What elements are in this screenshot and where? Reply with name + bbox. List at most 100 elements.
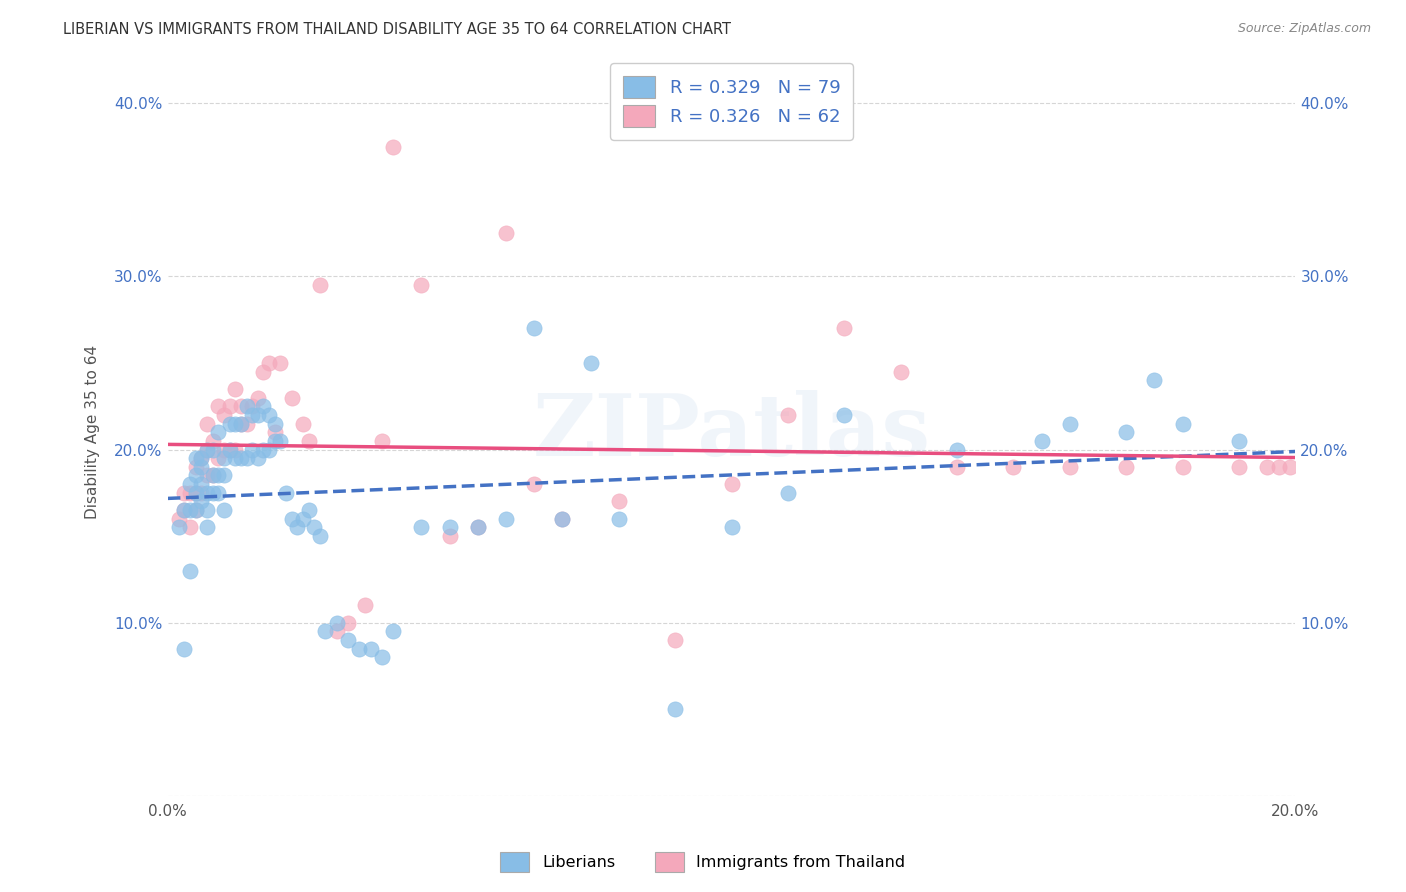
Point bbox=[291, 417, 314, 431]
Point bbox=[229, 451, 252, 466]
Point bbox=[257, 356, 280, 370]
Point bbox=[274, 485, 297, 500]
Point bbox=[263, 425, 285, 440]
Point bbox=[263, 434, 285, 448]
Point bbox=[195, 468, 218, 483]
Point bbox=[179, 477, 201, 491]
Point bbox=[218, 417, 240, 431]
Point bbox=[439, 520, 461, 534]
Point bbox=[207, 485, 229, 500]
Point bbox=[173, 641, 195, 656]
Point bbox=[218, 442, 240, 457]
Point bbox=[252, 399, 274, 413]
Point bbox=[252, 442, 274, 457]
Point bbox=[1143, 373, 1166, 387]
Point bbox=[382, 139, 405, 153]
Point bbox=[201, 485, 224, 500]
Point bbox=[218, 399, 240, 413]
Point bbox=[946, 442, 969, 457]
Point bbox=[495, 512, 517, 526]
Point bbox=[1059, 417, 1081, 431]
Point bbox=[1278, 459, 1301, 474]
Point bbox=[201, 468, 224, 483]
Point bbox=[1059, 459, 1081, 474]
Point bbox=[495, 226, 517, 240]
Point bbox=[184, 503, 207, 517]
Point bbox=[411, 278, 433, 293]
Point bbox=[195, 442, 218, 457]
Point bbox=[297, 434, 319, 448]
Point bbox=[195, 442, 218, 457]
Point bbox=[371, 650, 394, 665]
Point bbox=[664, 702, 686, 716]
Point bbox=[246, 391, 269, 405]
Point bbox=[212, 468, 235, 483]
Point bbox=[240, 399, 263, 413]
Point bbox=[1171, 459, 1194, 474]
Text: Source: ZipAtlas.com: Source: ZipAtlas.com bbox=[1237, 22, 1371, 36]
Point bbox=[551, 512, 574, 526]
Point bbox=[337, 632, 360, 647]
Point bbox=[523, 477, 546, 491]
Point bbox=[224, 382, 246, 396]
Point bbox=[280, 391, 302, 405]
Point bbox=[325, 624, 347, 639]
Point bbox=[195, 485, 218, 500]
Point bbox=[291, 512, 314, 526]
Point bbox=[184, 503, 207, 517]
Point bbox=[308, 278, 330, 293]
Point bbox=[890, 365, 912, 379]
Point bbox=[720, 520, 742, 534]
Point bbox=[207, 425, 229, 440]
Point bbox=[297, 503, 319, 517]
Point bbox=[1267, 459, 1289, 474]
Point bbox=[184, 485, 207, 500]
Point bbox=[1227, 434, 1250, 448]
Point bbox=[246, 451, 269, 466]
Point bbox=[224, 451, 246, 466]
Point bbox=[467, 520, 489, 534]
Point bbox=[207, 468, 229, 483]
Point bbox=[179, 485, 201, 500]
Point bbox=[240, 442, 263, 457]
Point bbox=[257, 442, 280, 457]
Point bbox=[349, 641, 371, 656]
Point bbox=[257, 408, 280, 422]
Point bbox=[1115, 425, 1137, 440]
Point bbox=[308, 529, 330, 543]
Point bbox=[173, 503, 195, 517]
Point bbox=[371, 434, 394, 448]
Legend: Liberians, Immigrants from Thailand: Liberians, Immigrants from Thailand bbox=[492, 844, 914, 880]
Point bbox=[1115, 459, 1137, 474]
Point bbox=[246, 408, 269, 422]
Point bbox=[184, 485, 207, 500]
Point bbox=[190, 459, 212, 474]
Point bbox=[382, 624, 405, 639]
Point bbox=[1256, 459, 1278, 474]
Point bbox=[776, 408, 799, 422]
Point bbox=[467, 520, 489, 534]
Point bbox=[551, 512, 574, 526]
Point bbox=[207, 451, 229, 466]
Point bbox=[224, 417, 246, 431]
Point bbox=[195, 503, 218, 517]
Point bbox=[229, 399, 252, 413]
Point bbox=[579, 356, 602, 370]
Point bbox=[269, 434, 291, 448]
Point bbox=[252, 365, 274, 379]
Point bbox=[190, 485, 212, 500]
Point bbox=[1227, 459, 1250, 474]
Point bbox=[263, 417, 285, 431]
Point bbox=[946, 459, 969, 474]
Point bbox=[280, 512, 302, 526]
Point bbox=[776, 485, 799, 500]
Point bbox=[179, 503, 201, 517]
Point bbox=[167, 520, 190, 534]
Point bbox=[218, 442, 240, 457]
Point bbox=[212, 442, 235, 457]
Point bbox=[354, 599, 377, 613]
Point bbox=[1002, 459, 1025, 474]
Point bbox=[235, 417, 257, 431]
Point bbox=[184, 459, 207, 474]
Point bbox=[664, 632, 686, 647]
